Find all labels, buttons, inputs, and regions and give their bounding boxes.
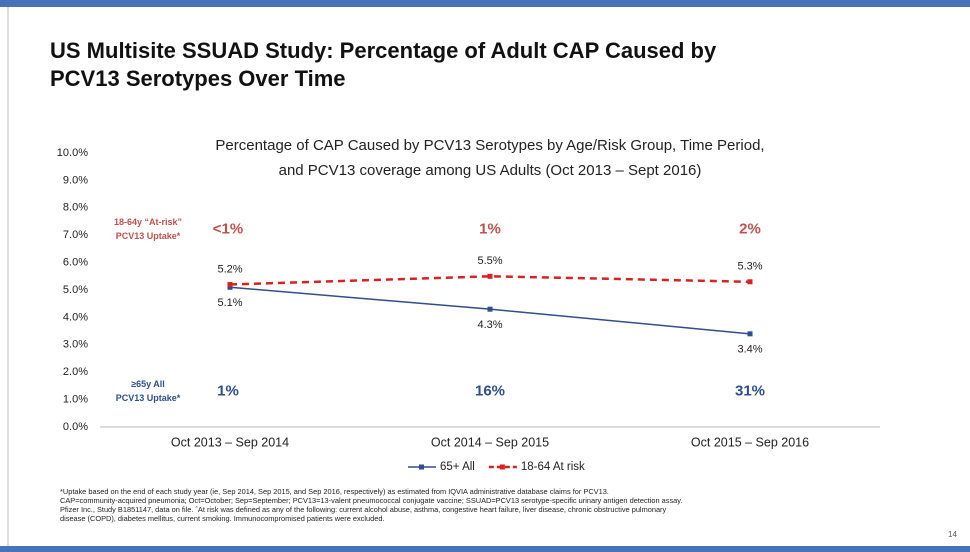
- top-bar: [0, 0, 970, 7]
- footnote: Pfizer Inc., Study B1851147, data on fil…: [60, 505, 667, 514]
- point: [747, 279, 753, 285]
- x-tick-label: Oct 2015 – Sep 2016: [691, 435, 809, 449]
- annotation-value: 31%: [735, 382, 765, 399]
- y-tick-label: 4.0%: [63, 311, 88, 323]
- point: [747, 331, 753, 337]
- page-number: 14: [948, 530, 957, 539]
- annotation-label: ≥65y All: [131, 379, 165, 389]
- annotation-value: 16%: [475, 382, 505, 399]
- point: [227, 282, 233, 288]
- y-tick-label: 6.0%: [63, 257, 88, 269]
- data-label: 4.3%: [477, 319, 502, 331]
- annotation-label: PCV13 Uptake*: [116, 393, 181, 403]
- slide-title: PCV13 Serotypes Over Time: [50, 66, 346, 91]
- x-tick-label: Oct 2014 – Sep 2015: [431, 435, 549, 449]
- legend-label: 18-64 At risk: [521, 461, 585, 473]
- bottom-bar: [0, 546, 970, 552]
- footnote: disease (COPD), diabetes mellitus, curre…: [60, 514, 385, 523]
- annotation-value: 2%: [739, 221, 761, 238]
- footnote: *Uptake based on the end of each study y…: [60, 487, 609, 496]
- y-tick-label: 9.0%: [63, 174, 88, 186]
- data-label: 5.5%: [477, 255, 502, 267]
- chart-title: and PCV13 coverage among US Adults (Oct …: [279, 162, 702, 179]
- annotation-label: 18-64y “At-risk”: [114, 217, 182, 227]
- point: [487, 306, 493, 312]
- slide-title: US Multisite SSUAD Study: Percentage of …: [50, 38, 717, 63]
- y-tick-label: 8.0%: [63, 202, 88, 214]
- annotation-value: 1%: [479, 221, 501, 238]
- chart-title: Percentage of CAP Caused by PCV13 Seroty…: [215, 137, 764, 154]
- y-tick-label: 2.0%: [63, 366, 88, 378]
- point: [487, 273, 493, 279]
- y-tick-label: 10.0%: [57, 147, 88, 159]
- annotation-label: PCV13 Uptake*: [116, 231, 181, 241]
- annotation-value: <1%: [213, 221, 243, 238]
- legend-marker: [419, 464, 424, 470]
- legend-marker: [499, 464, 505, 470]
- point: [227, 284, 233, 290]
- y-tick-label: 3.0%: [63, 339, 88, 351]
- annotation-value: 1%: [217, 382, 239, 399]
- data-label: 5.3%: [737, 261, 762, 273]
- y-tick-label: 0.0%: [63, 421, 88, 433]
- data-label: 3.4%: [737, 344, 762, 356]
- footnote: CAP=community-acquired pneumonia; Oct=Oc…: [60, 496, 682, 505]
- y-tick-label: 7.0%: [63, 229, 88, 241]
- x-tick-label: Oct 2013 – Sep 2014: [171, 435, 289, 449]
- data-label: 5.1%: [217, 297, 242, 309]
- data-label: 5.2%: [217, 263, 242, 275]
- y-tick-label: 1.0%: [63, 394, 88, 406]
- legend-label: 65+ All: [440, 461, 475, 473]
- series-line: [229, 275, 751, 286]
- y-tick-label: 5.0%: [63, 284, 88, 296]
